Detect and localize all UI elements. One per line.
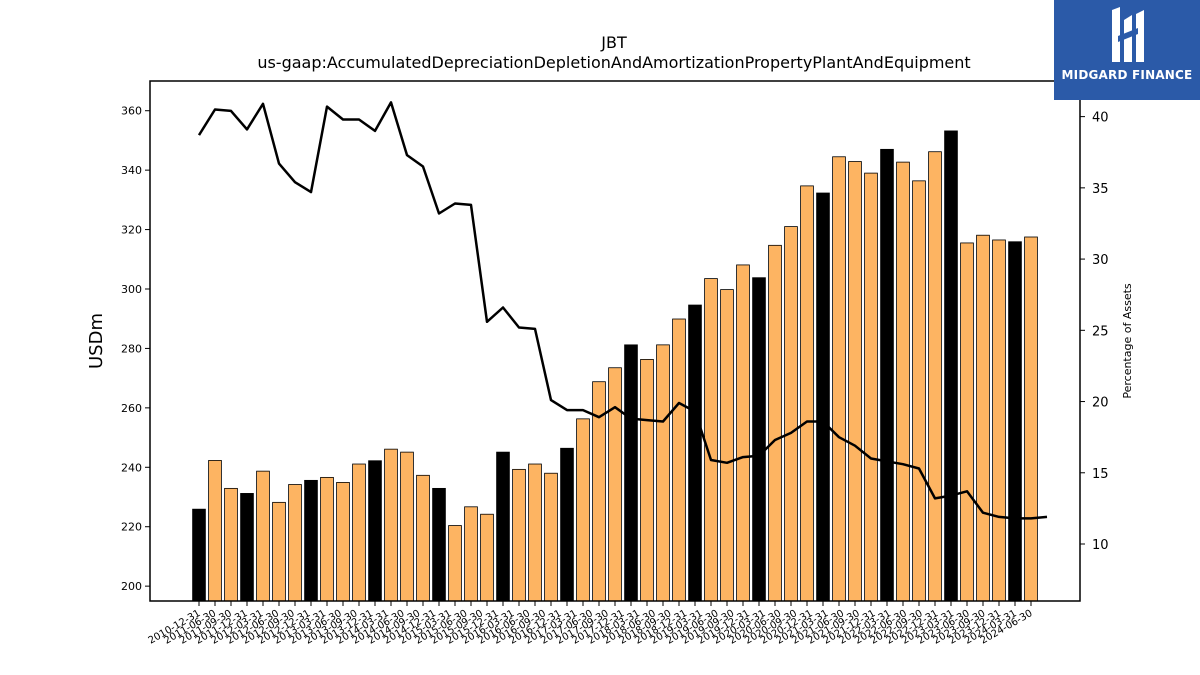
y-tick-label: 220 (121, 521, 142, 534)
bar (448, 525, 462, 602)
y-axis-label: USDm (86, 313, 107, 369)
bar (960, 242, 974, 602)
bar (528, 463, 542, 602)
bar (800, 185, 814, 602)
y2-axis: 10 15 20 25 30 35 40 (1080, 111, 1109, 553)
bar (400, 451, 414, 602)
bar (768, 244, 782, 602)
bar (928, 151, 942, 602)
midgard-finance-logo: MIDGARD FINANCE (1054, 0, 1200, 100)
bar (256, 470, 270, 602)
pct-of-assets-line (197, 101, 1048, 520)
chart-title: JBT (600, 33, 627, 52)
bar (576, 418, 590, 602)
bar (880, 148, 894, 602)
bar (336, 482, 350, 602)
bar (848, 161, 862, 602)
bar (224, 487, 238, 602)
y-tick-label: 260 (121, 402, 142, 415)
bar (672, 318, 686, 602)
bar (240, 493, 254, 602)
bar (384, 448, 398, 602)
bar (352, 463, 366, 602)
y2-tick-label: 15 (1092, 467, 1109, 482)
bar (816, 192, 830, 602)
y2-tick-label: 40 (1092, 111, 1109, 126)
y2-tick-label: 30 (1092, 253, 1109, 268)
bar (304, 479, 318, 602)
bar (688, 304, 702, 602)
x-axis: 2010-12-312011-06-302011-09-302011-12-31… (147, 601, 1035, 647)
bar (608, 367, 622, 602)
bars (192, 130, 1038, 602)
y2-tick-label: 25 (1092, 324, 1109, 339)
y-axis: 200 220 240 260 280 300 320 340 360 (121, 105, 150, 593)
bar (1008, 241, 1022, 602)
bar (752, 277, 766, 602)
bar (944, 130, 958, 602)
bar (864, 172, 878, 602)
y2-axis-label: Percentage of Assets (1121, 283, 1134, 399)
bar (544, 472, 558, 602)
bar (464, 506, 478, 602)
y-tick-label: 240 (121, 461, 142, 474)
bar (368, 460, 382, 602)
bar (416, 474, 430, 602)
bar (832, 156, 846, 602)
bar (432, 487, 446, 602)
bar (976, 234, 990, 602)
y-tick-label: 280 (121, 342, 142, 355)
chart-subtitle: us-gaap:AccumulatedDepreciationDepletion… (257, 53, 970, 72)
y-tick-label: 320 (121, 224, 142, 237)
logo-text: MIDGARD FINANCE (1061, 68, 1193, 82)
bar (192, 508, 206, 602)
bar (640, 359, 654, 602)
y2-tick-label: 20 (1092, 396, 1109, 411)
y2-tick-label: 35 (1092, 182, 1109, 197)
bar (736, 264, 750, 602)
bar (288, 484, 302, 602)
bar (320, 476, 334, 602)
bar (208, 460, 222, 602)
y-tick-label: 340 (121, 164, 142, 177)
bar (912, 180, 926, 602)
bar (656, 344, 670, 602)
bar (560, 447, 574, 602)
y-tick-label: 200 (121, 580, 142, 593)
bar (480, 513, 494, 602)
logo-mark-icon (1112, 7, 1144, 62)
y-tick-label: 360 (121, 105, 142, 118)
bar (896, 161, 910, 602)
bar (720, 289, 734, 602)
bar (624, 344, 638, 602)
bar (704, 278, 718, 602)
bar (992, 239, 1006, 602)
y2-tick-label: 10 (1092, 538, 1109, 553)
bar (512, 468, 526, 602)
bar (272, 501, 286, 602)
y-tick-label: 300 (121, 283, 142, 296)
bar (496, 451, 510, 602)
bar (784, 226, 798, 602)
bar (1024, 236, 1038, 602)
